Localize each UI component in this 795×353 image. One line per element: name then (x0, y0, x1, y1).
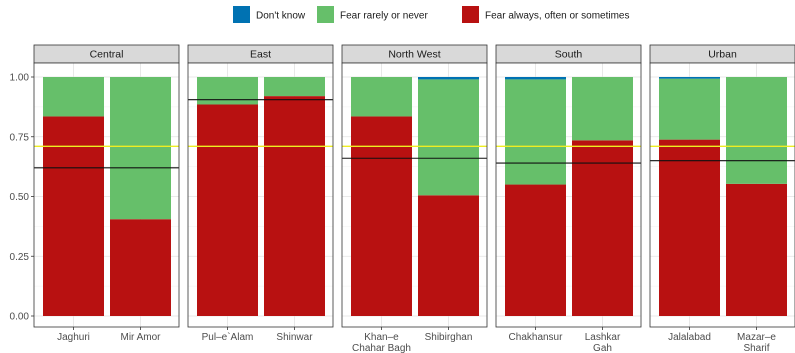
facet-panels: Central Jaghuri Mir Amor East Pul–e`Alam Shin… (33, 44, 795, 353)
bar-segment-always (505, 184, 566, 316)
bar-segment-always (110, 219, 171, 316)
legend-swatch-always (462, 6, 479, 23)
panel-border (495, 62, 642, 328)
y-tick-label: 1.00 (10, 73, 30, 84)
bar-segment-always (351, 116, 412, 316)
bar-segment-rare (43, 77, 104, 117)
x-tick-label: Chakhansur (509, 332, 564, 343)
bar-segment-dk (659, 77, 720, 79)
facet-title: South (555, 49, 583, 61)
panel-border (33, 62, 180, 328)
bar-segment-rare (351, 77, 412, 117)
facet-title: Urban (708, 49, 737, 61)
y-axis: 0.00 0.25 0.50 0.75 1.00 (10, 73, 34, 323)
y-tick-label: 0.25 (10, 252, 30, 263)
facet-title: East (250, 49, 271, 61)
legend-swatch-rare (317, 6, 334, 23)
x-tick-label: Jalalabad (668, 332, 711, 343)
panel-border (187, 62, 334, 328)
facet-title: Central (90, 49, 124, 61)
bar-segment-rare (110, 77, 171, 220)
x-tick-label: Pul–e`Alam (202, 331, 254, 343)
x-tick-label: Lashkar (585, 332, 621, 343)
bar-segment-dk (505, 77, 566, 80)
y-tick-label: 0.00 (10, 312, 30, 323)
bar-segment-always (264, 96, 325, 317)
x-tick-label: Chahar Bagh (352, 343, 411, 353)
bar-segment-always (418, 195, 479, 316)
x-tick-label: Shinwar (276, 332, 313, 343)
x-tick-label: Mir Amor (121, 332, 162, 343)
legend-label-rare: Fear rarely or never (340, 11, 428, 22)
x-tick-label: Mazar–e (737, 332, 776, 343)
bar-segment-rare (197, 77, 258, 105)
x-tick-label: Shibirghan (425, 332, 473, 343)
bar-segment-always (197, 104, 258, 316)
bar-segment-always (572, 140, 633, 316)
bar-segment-rare (505, 79, 566, 185)
legend-label-always: Fear always, often or sometimes (485, 11, 630, 22)
legend-swatch-dk (233, 6, 250, 23)
bar-segment-always (659, 139, 720, 316)
bar-segment-always (43, 116, 104, 316)
bar-segment-rare (264, 77, 325, 97)
panel-border (341, 62, 488, 328)
bar-segment-rare (572, 77, 633, 141)
x-tick-label: Gah (593, 343, 612, 353)
bar-segment-always (726, 183, 787, 316)
x-tick-label: Sharif (743, 343, 769, 353)
facet-east: East Pul–e`Alam Shinwar (187, 44, 334, 343)
x-tick-label: Khan–e (364, 332, 399, 343)
y-tick-label: 0.50 (10, 192, 30, 203)
legend: Don't know Fear rarely or never Fear alway… (233, 6, 630, 23)
bar-segment-dk (418, 77, 479, 80)
facet-central: Central Jaghuri Mir Amor (33, 44, 180, 343)
facet-title: North West (388, 49, 440, 61)
bar-segment-rare (418, 79, 479, 196)
x-tick-label: Jaghuri (57, 332, 90, 343)
bar-segment-rare (659, 78, 720, 140)
bar-segment-rare (726, 77, 787, 184)
legend-label-dk: Don't know (256, 11, 306, 22)
y-tick-label: 0.75 (10, 132, 30, 143)
panel-border (649, 62, 795, 328)
